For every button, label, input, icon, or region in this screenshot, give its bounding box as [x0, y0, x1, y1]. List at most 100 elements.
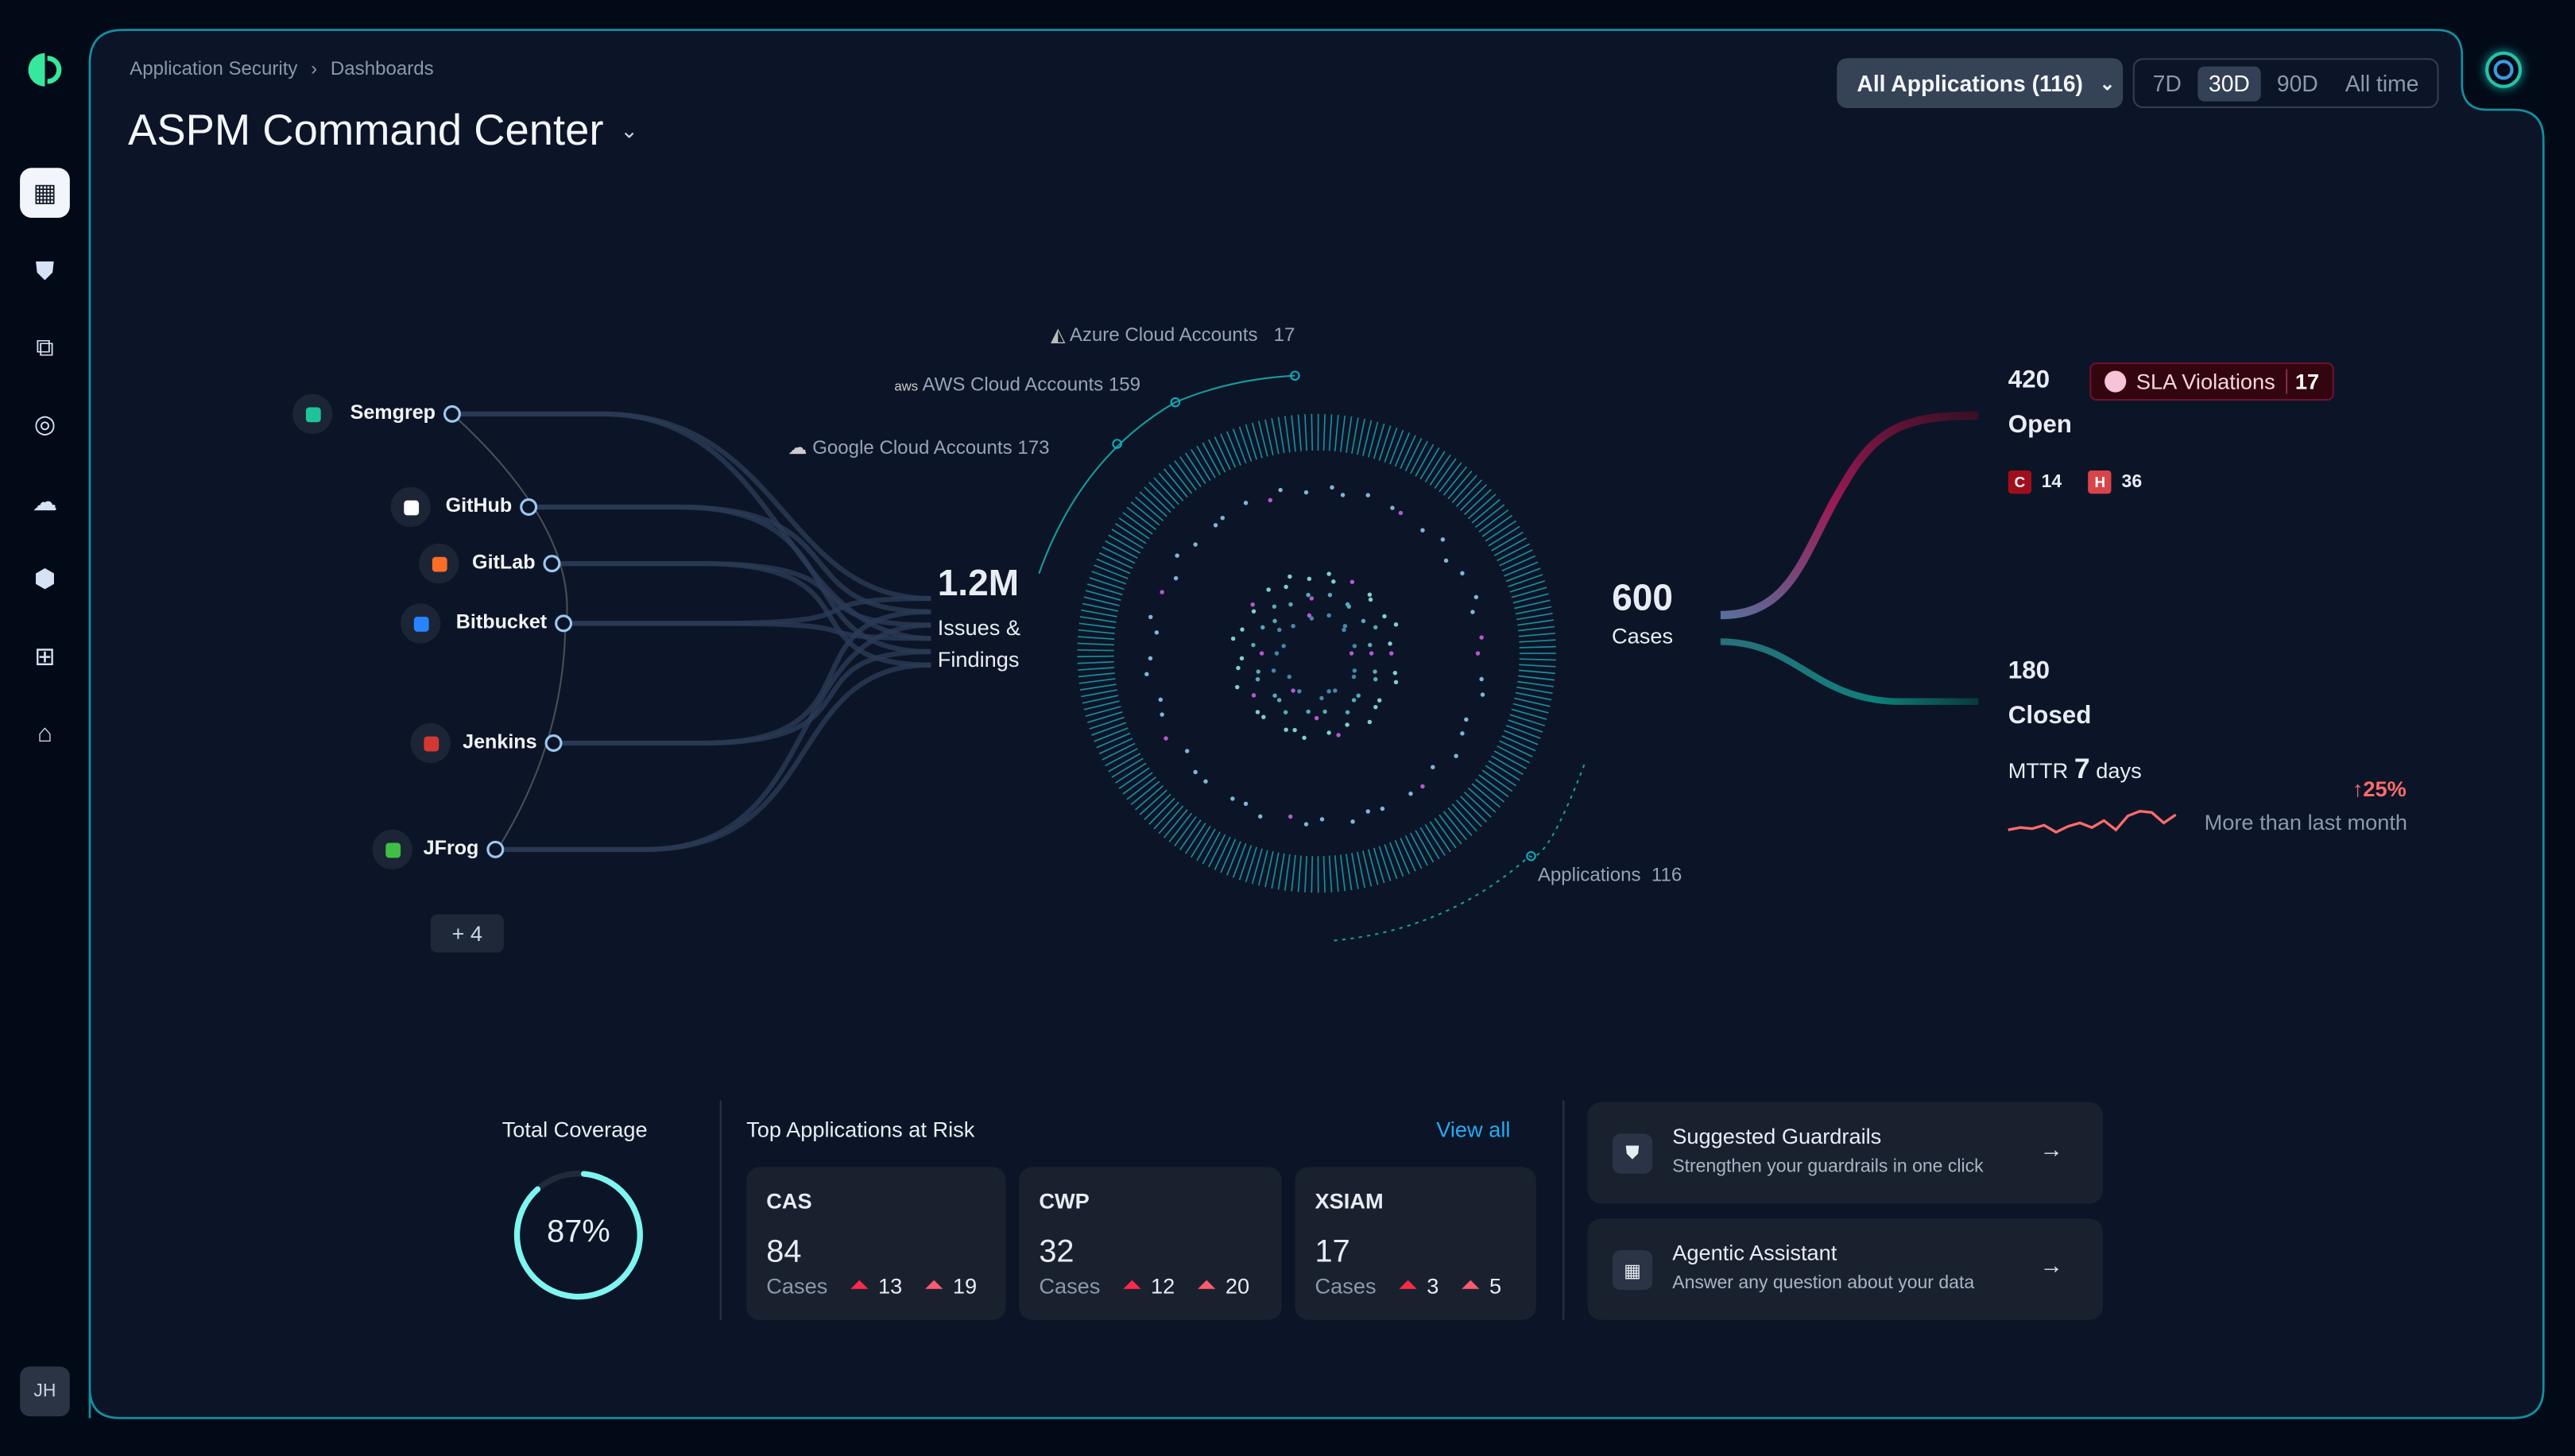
- action-card-agentic-assistant[interactable]: ▦ Agentic Assistant Answer any question …: [1587, 1218, 2104, 1320]
- integration-label[interactable]: Jenkins: [463, 730, 537, 753]
- critical-chevron-icon: ⏶: [1399, 1272, 1417, 1297]
- sidebar-item-hierarchy[interactable]: ⧉: [20, 323, 70, 373]
- integration-node[interactable]: [555, 614, 573, 633]
- application-filter-dropdown[interactable]: All Applications (116) ⌄: [1837, 58, 2124, 108]
- application-dot: [1291, 623, 1295, 629]
- ring-tick: [1471, 498, 1500, 524]
- sidebar-item-package[interactable]: ⬢: [20, 554, 70, 604]
- breadcrumb-item[interactable]: Dashboards: [330, 60, 434, 80]
- application-dot: [1365, 493, 1370, 498]
- applications-count[interactable]: Applications 116: [1538, 866, 1682, 886]
- ring-tick: [1087, 711, 1123, 723]
- applications-value: 116: [1651, 865, 1682, 886]
- time-range-30d[interactable]: 30D: [2197, 65, 2262, 101]
- application-dot: [1164, 736, 1168, 741]
- application-dot: [1393, 622, 1399, 627]
- cloud-label: Azure Cloud Accounts: [1069, 325, 1258, 347]
- time-range-90d[interactable]: 90D: [2276, 70, 2318, 96]
- ring-tick: [1516, 612, 1553, 621]
- application-dot: [1408, 791, 1413, 796]
- logo[interactable]: [25, 50, 64, 90]
- application-dot: [1479, 676, 1484, 682]
- sidebar-item-store[interactable]: ⌂: [20, 708, 70, 758]
- app-cases-label: Cases: [1315, 1272, 1377, 1298]
- application-dot: [1398, 510, 1404, 516]
- more-integrations-button[interactable]: + 4: [430, 914, 504, 953]
- ring-tick: [1077, 649, 1114, 652]
- integration-label[interactable]: JFrog: [423, 836, 479, 860]
- ring-tick: [1081, 609, 1117, 618]
- ring-tick: [1174, 815, 1197, 846]
- application-dot: [1368, 642, 1373, 648]
- cloud-gcp[interactable]: ☁ Google Cloud Accounts 173: [788, 436, 1049, 459]
- ring-tick: [1400, 435, 1416, 469]
- integration-node[interactable]: [544, 734, 563, 752]
- application-dot: [1283, 710, 1288, 714]
- ring-tick: [1424, 451, 1446, 483]
- cloud-icon: ☁: [32, 488, 58, 517]
- ring-tick: [1158, 805, 1184, 834]
- integration-label[interactable]: GitHub: [445, 494, 513, 517]
- ring-tick: [1111, 757, 1144, 778]
- application-dot: [1326, 730, 1331, 735]
- integration-label[interactable]: GitLab: [472, 550, 536, 574]
- application-dot: [1367, 719, 1373, 725]
- app-risk-card[interactable]: CWP 32 Cases ⏶ 12 ⏶ 20: [1019, 1167, 1282, 1320]
- ring-tick: [1079, 683, 1117, 691]
- time-range-7d[interactable]: 7D: [2152, 70, 2182, 96]
- integration-node[interactable]: [520, 498, 538, 516]
- divider: [1562, 1100, 1565, 1320]
- ring-tick: [1153, 801, 1179, 830]
- sidebar-item-fingerprint[interactable]: ◎: [20, 399, 70, 449]
- application-dot: [1369, 651, 1374, 656]
- sidebar-item-security[interactable]: ⛊: [20, 246, 70, 296]
- cloud-label: AWS Cloud Accounts: [922, 375, 1104, 396]
- cloud-aws[interactable]: aws AWS Cloud Accounts 159: [894, 376, 1140, 396]
- application-dot: [1271, 668, 1276, 673]
- ring-tick: [1384, 428, 1398, 463]
- ring-tick: [1105, 540, 1138, 559]
- application-dot: [1393, 680, 1399, 685]
- ring-tick: [1322, 413, 1326, 451]
- assistant-orb-icon[interactable]: [2485, 51, 2523, 88]
- application-dot: [1213, 523, 1218, 528]
- application-dot: [1336, 733, 1341, 738]
- application-dot: [1148, 656, 1153, 661]
- page-title-dropdown[interactable]: ASPM Command Center ⌄: [128, 105, 638, 157]
- ring-tick: [1340, 854, 1346, 892]
- app-risk-card[interactable]: CAS 84 Cases ⏶ 13 ⏶ 19: [746, 1167, 1006, 1320]
- time-range-all-time[interactable]: All time: [2345, 70, 2419, 96]
- ring-tick: [1130, 501, 1160, 526]
- sidebar-item-dashboard[interactable]: ▦: [20, 168, 70, 219]
- application-dot: [1240, 627, 1245, 632]
- integration-label[interactable]: Bitbucket: [455, 610, 548, 633]
- ring-tick: [1153, 477, 1179, 505]
- ring-tick: [1311, 413, 1314, 451]
- ring-tick: [1139, 491, 1167, 517]
- application-dot: [1454, 753, 1458, 758]
- action-card-suggested-guardrails[interactable]: ⛊ Suggested Guardrails Strengthen your g…: [1587, 1102, 2104, 1204]
- integration-label[interactable]: Semgrep: [350, 401, 436, 424]
- sla-violations-badge[interactable]: SLA Violations 17: [2089, 362, 2334, 401]
- ring-tick: [1464, 489, 1492, 515]
- sidebar-item-cloud[interactable]: ☁: [20, 477, 70, 527]
- cloud-arc: [1038, 374, 1295, 574]
- user-avatar[interactable]: JH: [20, 1366, 70, 1417]
- sla-label: SLA Violations: [2136, 369, 2275, 394]
- view-all-link[interactable]: View all: [1436, 1117, 1511, 1142]
- cloud-azure[interactable]: ◭ Azure Cloud Accounts 17: [1051, 323, 1295, 346]
- app-risk-card[interactable]: XSIAM 17 Cases ⏶ 3 ⏶ 5: [1295, 1167, 1536, 1320]
- ring-tick: [1346, 416, 1353, 453]
- ring-tick: [1082, 602, 1119, 612]
- ring-tick: [1083, 700, 1120, 711]
- integration-node[interactable]: [486, 840, 505, 858]
- integration-node[interactable]: [443, 405, 461, 423]
- breadcrumb-item[interactable]: Application Security: [130, 60, 298, 80]
- ring-tick: [1519, 664, 1556, 668]
- application-dot: [1322, 709, 1327, 714]
- application-dot: [1306, 709, 1311, 714]
- integration-node[interactable]: [543, 555, 561, 573]
- application-dot: [1303, 490, 1309, 495]
- sidebar-item-apps[interactable]: ⊞: [20, 632, 70, 682]
